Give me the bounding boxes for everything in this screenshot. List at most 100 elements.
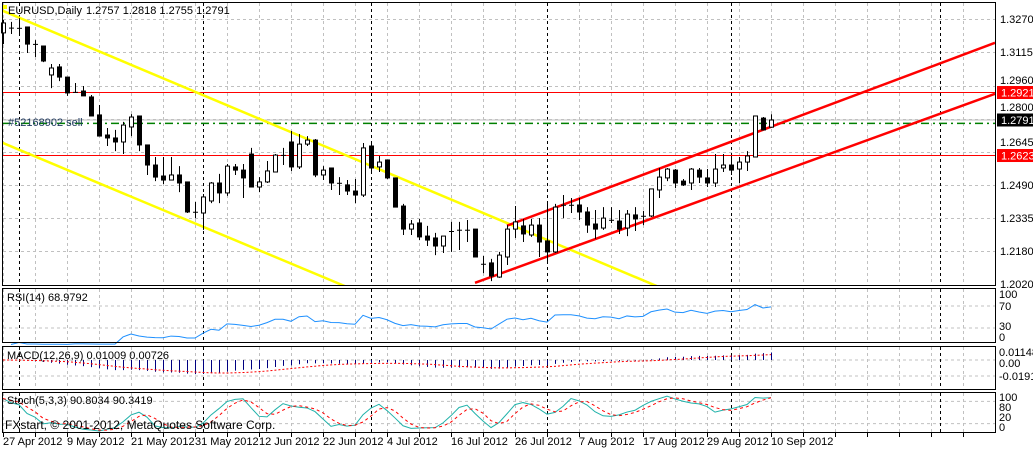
ohlc-label: 1.2757 1.2818 1.2755 1.2791 — [86, 5, 230, 17]
candle-bull — [753, 115, 758, 158]
trendline-handle[interactable] — [3, 5, 7, 9]
candle-bear — [329, 167, 334, 184]
price-tag-bg — [997, 86, 1033, 100]
rsi-line — [10, 304, 772, 345]
macd-panel-frame — [2, 346, 996, 390]
price-tag-label: 1.2623 — [1001, 151, 1033, 163]
stoch-tick: 100 — [999, 392, 1017, 404]
candle-bull — [1, 22, 6, 34]
candle-bull — [265, 170, 270, 183]
candle-bull — [737, 161, 742, 170]
date-tick: 31 May 2012 — [195, 436, 259, 448]
candle-bear — [241, 169, 246, 179]
date-tick: 9 May 2012 — [67, 436, 124, 448]
candle-bear — [97, 114, 102, 137]
candle-bull — [297, 143, 302, 168]
candle-bull — [377, 161, 382, 168]
date-tick: 21 May 2012 — [131, 436, 195, 448]
indicator-axes: 100 70 30 0 0.01148 0.00 -0.01918 100 80… — [999, 289, 1033, 434]
date-tick: 10 Sep 2012 — [771, 436, 833, 448]
candle-bear — [89, 96, 94, 117]
date-tick: 29 Aug 2012 — [707, 436, 769, 448]
candle-bear — [585, 211, 590, 226]
date-tick: 27 Apr 2012 — [3, 436, 62, 448]
candle-bear — [537, 224, 542, 243]
candle-bear — [137, 115, 142, 146]
candle-bear — [697, 169, 702, 178]
macd-tick: 0.01148 — [999, 347, 1033, 359]
candle-bear — [489, 262, 494, 277]
stoch-label: Stoch(5,3,3) 90.8034 90.3419 — [7, 395, 153, 407]
candle-bear — [401, 205, 406, 230]
candle-bear — [385, 159, 390, 179]
candle-bear — [105, 134, 110, 139]
candle-bull — [49, 67, 54, 76]
candle-bull — [201, 196, 206, 214]
candle-bull — [441, 235, 446, 247]
rsi-panel-frame — [2, 288, 996, 343]
candle-bull — [529, 224, 534, 236]
price-tick: 1.2020 — [1000, 279, 1033, 291]
candle-bear — [521, 225, 526, 235]
candle-bull — [513, 221, 518, 230]
candle-bear — [729, 164, 734, 171]
candle-bear — [41, 45, 46, 62]
stoch-tick: 20 — [999, 412, 1011, 424]
candle-bear — [761, 117, 766, 131]
candle-bear — [81, 90, 86, 97]
macd-label: MACD(12,26,9) 0.01009 0.00726 — [7, 350, 169, 362]
candle-bear — [345, 184, 350, 192]
candle-bull — [689, 168, 694, 184]
price-tick: 1.2800 — [1000, 102, 1033, 114]
candle-bear — [113, 137, 118, 143]
date-tick: 22 Jun 2012 — [323, 436, 384, 448]
candle-bear — [249, 153, 254, 188]
candle-bear — [705, 177, 710, 184]
candle-bear — [145, 144, 150, 166]
price-tags: 1.2921 1.2791 1.2623 — [997, 86, 1033, 163]
candle-bear — [185, 181, 190, 213]
candle-bull — [409, 223, 414, 230]
copyright-label: FXstart, © 2001-2012, MetaQuotes Softwar… — [5, 418, 275, 432]
candle-bear — [65, 76, 70, 94]
order-label[interactable]: #52168902 sell — [8, 117, 83, 129]
candle-bull — [361, 147, 366, 196]
candle-bear — [417, 222, 422, 238]
stoch-signal-line — [2, 397, 772, 431]
price-tag-label: 1.2791 — [1001, 115, 1033, 127]
rsi-tick: 100 — [999, 289, 1017, 301]
symbol-label: EURUSD,Daily — [8, 5, 82, 17]
candle-bull — [121, 124, 126, 143]
candle-bull — [225, 165, 230, 194]
candle-bull — [209, 182, 214, 202]
candle-bear — [393, 177, 398, 208]
candle-bull — [769, 119, 774, 128]
price-tag-bg — [997, 113, 1033, 127]
candle-bull — [713, 168, 718, 184]
candle-bull — [129, 116, 134, 128]
candle-bear — [425, 235, 430, 241]
trendline[interactable] — [0, 141, 347, 287]
candle-bear — [233, 166, 238, 171]
rsi-tick: 70 — [999, 301, 1011, 313]
candle-bull — [553, 206, 558, 253]
price-tick: 1.2335 — [1000, 213, 1033, 225]
price-tick: 1.2645 — [1000, 137, 1033, 149]
horizontal-lines — [3, 92, 995, 157]
candle-bear — [617, 220, 622, 230]
trendline[interactable] — [474, 92, 995, 284]
candle-bear — [473, 228, 478, 258]
trendline[interactable] — [506, 41, 995, 227]
candle-bull — [257, 181, 262, 188]
candle-bull — [665, 168, 670, 179]
date-axis: 27 Apr 2012 9 May 2012 21 May 2012 31 May 2… — [3, 436, 833, 448]
candle-bear — [289, 141, 294, 168]
candle-bear — [161, 175, 166, 181]
candle-bear — [153, 164, 158, 178]
candle-bear — [57, 66, 62, 78]
candle-bear — [313, 139, 318, 176]
date-tick: 16 Jul 2012 — [451, 436, 508, 448]
date-tick: 4 Jul 2012 — [387, 436, 438, 448]
candle-bull — [321, 169, 326, 176]
